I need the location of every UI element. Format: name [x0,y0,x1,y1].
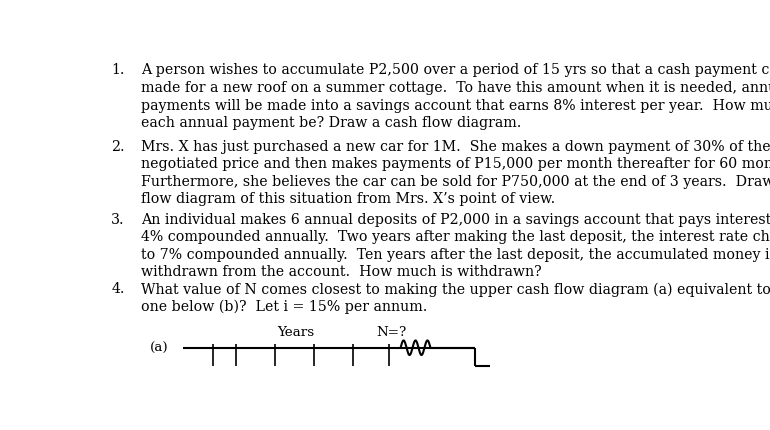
Text: A person wishes to accumulate P2,500 over a period of 15 yrs so that a cash paym: A person wishes to accumulate P2,500 ove… [141,63,770,77]
Text: payments will be made into a savings account that earns 8% interest per year.  H: payments will be made into a savings acc… [141,98,770,112]
Text: made for a new roof on a summer cottage.  To have this amount when it is needed,: made for a new roof on a summer cottage.… [141,81,770,95]
Text: 4% compounded annually.  Two years after making the last deposit, the interest r: 4% compounded annually. Two years after … [141,230,770,244]
Text: 3.: 3. [111,212,125,226]
Text: Furthermore, she believes the car can be sold for P750,000 at the end of 3 years: Furthermore, she believes the car can be… [141,175,770,188]
Text: each annual payment be? Draw a cash flow diagram.: each annual payment be? Draw a cash flow… [141,116,521,130]
Text: one below (b)?  Let i = 15% per annum.: one below (b)? Let i = 15% per annum. [141,299,427,313]
Text: withdrawn from the account.  How much is withdrawn?: withdrawn from the account. How much is … [141,265,541,279]
Text: (a): (a) [150,341,169,354]
Text: 2.: 2. [111,139,125,154]
Text: 4.: 4. [111,282,125,296]
Text: negotiated price and then makes payments of P15,000 per month thereafter for 60 : negotiated price and then makes payments… [141,157,770,171]
Text: N=?: N=? [377,325,407,338]
Text: What value of N comes closest to making the upper cash flow diagram (a) equivale: What value of N comes closest to making … [141,282,770,296]
Text: Mrs. X has just purchased a new car for 1M.  She makes a down payment of 30% of : Mrs. X has just purchased a new car for … [141,139,770,154]
Text: An individual makes 6 annual deposits of P2,000 in a savings account that pays i: An individual makes 6 annual deposits of… [141,212,770,226]
Text: Years: Years [277,325,315,338]
Text: to 7% compounded annually.  Ten years after the last deposit, the accumulated mo: to 7% compounded annually. Ten years aft… [141,247,770,261]
Text: flow diagram of this situation from Mrs. X’s point of view.: flow diagram of this situation from Mrs.… [141,192,555,206]
Text: 1.: 1. [111,63,125,77]
